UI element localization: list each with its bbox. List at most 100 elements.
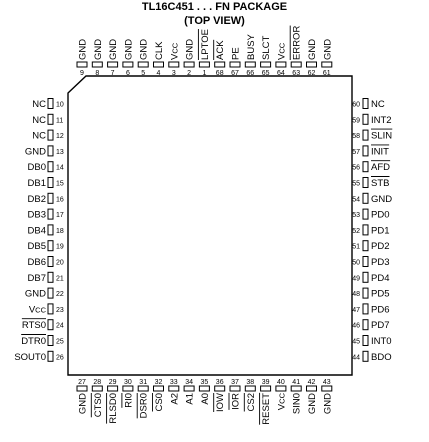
pin-7-gnd-lead [107,61,119,68]
pin-54-gnd-label: GND [371,194,392,205]
pin-48-pd5-lead [362,287,369,299]
pin-14-db0-lead [47,161,54,173]
pin-1-lptoe-number: 1 [202,70,206,77]
right-pin-row: NC 60 INT2 59 SLIN 58 INIT 57 AFD 56 STB 55 GND 54 PD0… [352,98,393,363]
pin-6-gnd-label-group: GND [123,39,134,60]
pin-25-dtr0-label: DTR0 [21,336,46,347]
pin-32-cs0-label-group: CS0 [152,393,165,412]
pin-4-clk-label-group: CLK [154,41,165,60]
pin-13-gnd-number: 13 [56,149,64,156]
pin-66-busy-label: BUSY [246,33,257,60]
pin-21-db7-label: DB7 [28,273,46,284]
pin-53-pd0-label: PD0 [371,210,389,221]
pin-52-pd1-label: PD1 [371,225,389,236]
pin-51-pd2-number: 51 [352,244,360,251]
pin-17-db3-label: DB3 [28,210,46,221]
pin-17-db3-number: 17 [56,212,64,219]
pin-4-clk-lead [153,61,164,68]
pin-43-gnd-number: 43 [323,379,331,386]
diagram-subtitle: (TOP VIEW) [184,15,245,27]
pin-24-rts0-label: RTS0 [22,320,46,331]
pin-35-a0-label-group: A0 [200,393,211,405]
pin-12-nc-number: 12 [56,133,64,140]
pin-36-iow-label: IOW [215,393,226,412]
top-pin-row: GND 9 GND 8 GND 7 GND 6 GND 5 CLK 4 VCC 3 GND 2 LPTOE 1 AC… [76,25,333,77]
pin-50-pd3-number: 50 [352,260,360,267]
pin-25-dtr0-lead [47,335,54,346]
pin-40-vcc-label: VCC [276,392,287,410]
pin-26-sout0-label: SOUT0 [14,352,46,363]
pin-36-iow-number: 36 [216,379,224,386]
pin-59-int2-lead [362,113,369,125]
pin-9-gnd-label: GND [78,39,89,60]
pin-32-cs0-lead [153,385,164,392]
pin-42-gnd-label: GND [307,393,318,414]
pin-30-ri0-label: RI0 [123,393,134,408]
pin-6-gnd-number: 6 [126,70,130,77]
pin-31-dsr0-number: 31 [139,379,147,386]
pin-10-nc-label: NC [32,99,46,110]
pin-52-pd1-lead [362,224,369,236]
pin-30-ri0-lead [122,385,134,392]
pin-16-db2-lead [47,192,54,204]
pin-14-db0-label: DB0 [28,162,46,173]
diagram-title: TL16C451 . . . FN PACKAGE [141,1,288,13]
pin-42-gnd-label-group: GND [307,393,318,414]
pin-18-db4-label: DB4 [28,225,46,236]
left-pin-row: NC 10 NC 11 NC 12 GND 13 DB0 14 DB1 15 DB2 16 DB3 17 DB4… [14,98,64,363]
pin-36-iow-lead [214,385,226,392]
pin-64-vcc-number: 64 [277,70,285,77]
pin-22-gnd-lead [47,287,54,299]
pin-64-vcc-label-group: VCC [276,42,287,60]
package-outline [67,75,353,376]
pin-55-stb-number: 55 [352,181,360,188]
pin-35-a0-label: A0 [200,393,211,405]
pin-63-error-lead [290,61,302,68]
pin-20-db6-lead [47,256,54,267]
pin-21-db7-number: 21 [56,275,64,282]
pin-1-lptoe-label-group: LPTOE [197,29,211,60]
pin-39-reset-number: 39 [262,379,270,386]
pin-3-vcc-label-group: VCC [169,42,180,60]
pin-62-gnd-label: GND [307,39,318,60]
pin-49-pd4-number: 49 [352,275,360,282]
pin-66-busy-label-group: BUSY [246,33,257,60]
pin-11-nc-number: 11 [56,117,63,124]
pin-47-pd6-number: 47 [352,307,360,314]
pin-67-pe-number: 67 [231,70,239,77]
pin-31-dsr0-label-group: DSR0 [136,393,150,419]
pin-67-pe-lead [229,61,241,68]
pin-38-cs2-number: 38 [246,379,254,386]
pin-41-sin0-label: SIN0 [292,393,303,414]
pin-43-gnd-label-group: GND [322,393,333,414]
pin-33-a2-lead [168,385,180,392]
pin-26-sout0-lead [47,350,54,362]
pin-59-int2-number: 59 [352,117,360,124]
pin-40-vcc-lead [275,385,287,392]
pin-37-ior-number: 37 [231,379,239,386]
pin-39-reset-lead [260,385,272,392]
pin-28-cts0-label: CTS0 [93,393,104,417]
pin-20-db6-label: DB6 [28,257,46,268]
pin-5-gnd-number: 5 [141,70,145,77]
pin-68-ack-lead [214,61,226,68]
pin-22-gnd-number: 22 [56,291,64,298]
pin-38-cs2-label: CS2 [246,393,257,411]
pin-22-gnd-label: GND [25,289,46,300]
pin-31-dsr0-label: DSR0 [139,393,150,418]
pin-62-gnd-number: 62 [308,70,316,77]
pin-20-db6-number: 20 [56,260,64,267]
pin-9-gnd-number: 9 [80,70,84,77]
pin-18-db4-lead [47,224,54,236]
pin-66-busy-number: 66 [246,70,254,77]
pin-44-bdo-lead [362,350,369,362]
pin-9-gnd-label-group: GND [78,39,89,60]
pin-44-bdo-label: BDO [371,352,392,363]
pin-29-rlsd0-label-group: RLSD0 [106,393,119,424]
pin-50-pd3-label: PD3 [371,257,389,268]
pin-35-a0-lead [198,385,210,392]
pin-3-vcc-label: VCC [169,42,180,60]
pin-49-pd4-lead [362,271,369,283]
pin-23-vcc-lead [47,303,54,315]
